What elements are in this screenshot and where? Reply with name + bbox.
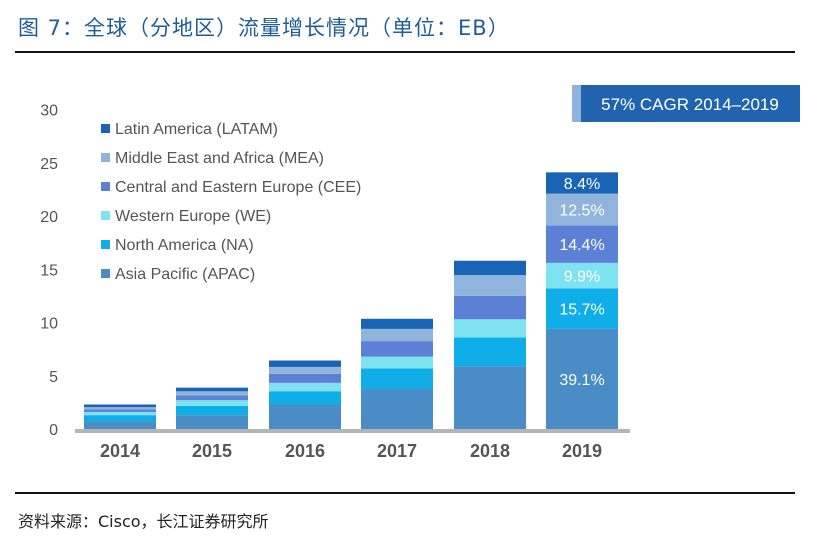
bar-segment bbox=[454, 260, 526, 276]
bar-segment bbox=[546, 262, 618, 289]
data-label: 9.9% bbox=[564, 269, 600, 286]
bar-segment bbox=[176, 405, 248, 416]
bar-segment bbox=[361, 389, 433, 429]
bar-segment bbox=[84, 421, 156, 429]
top-divider bbox=[15, 51, 795, 53]
bottom-divider bbox=[15, 492, 795, 494]
bar-segment bbox=[176, 395, 248, 401]
bar-segment bbox=[84, 407, 156, 410]
bar-segment bbox=[84, 404, 156, 408]
bar-segment bbox=[454, 319, 526, 338]
bar-segment bbox=[546, 328, 618, 429]
legend-swatch bbox=[101, 269, 110, 278]
bar-segment bbox=[546, 172, 618, 194]
bar-segment bbox=[454, 275, 526, 296]
bar-segment bbox=[546, 225, 618, 263]
bar-segment bbox=[361, 318, 433, 329]
legend-label: Central and Eastern Europe (CEE) bbox=[115, 179, 361, 196]
bar-segment bbox=[176, 415, 248, 429]
bar-segment bbox=[269, 373, 341, 383]
bar-segment bbox=[454, 366, 526, 429]
x-tick-label: 2014 bbox=[100, 441, 140, 461]
source-note: 资料来源：Cisco，长江证券研究所 bbox=[18, 512, 269, 531]
bar-segment bbox=[176, 391, 248, 396]
bar-segment bbox=[269, 360, 341, 367]
bar-segment bbox=[84, 415, 156, 422]
bar-segment bbox=[454, 337, 526, 367]
y-tick-label: 10 bbox=[40, 316, 58, 333]
x-tick-label: 2019 bbox=[562, 441, 602, 461]
bar-segment bbox=[361, 356, 433, 369]
legend-swatch bbox=[101, 153, 110, 162]
bar-segment bbox=[84, 411, 156, 416]
bar-segment bbox=[269, 382, 341, 392]
y-tick-label: 5 bbox=[49, 369, 58, 386]
data-label: 39.1% bbox=[559, 372, 604, 389]
bar-segment bbox=[269, 404, 341, 429]
y-tick-label: 30 bbox=[40, 103, 58, 120]
bar-segment bbox=[546, 193, 618, 226]
legend-label: North America (NA) bbox=[115, 237, 254, 254]
bar-segment bbox=[269, 366, 341, 374]
bar-segment bbox=[361, 328, 433, 342]
bar-segment bbox=[361, 368, 433, 390]
y-tick-label: 0 bbox=[49, 422, 58, 439]
bar-segment bbox=[176, 400, 248, 406]
bar-segment bbox=[269, 391, 341, 405]
legend-swatch bbox=[101, 124, 110, 133]
y-tick-label: 20 bbox=[40, 209, 58, 226]
bar-segment bbox=[361, 341, 433, 357]
data-label: 14.4% bbox=[559, 237, 604, 254]
bar-segment bbox=[454, 295, 526, 320]
legend-swatch bbox=[101, 182, 110, 191]
legend-label: Middle East and Africa (MEA) bbox=[115, 150, 324, 167]
annotation-box bbox=[581, 85, 800, 122]
data-label: 12.5% bbox=[559, 203, 604, 220]
data-label: 8.4% bbox=[564, 176, 600, 193]
figure-title: 图 7：全球（分地区）流量增长情况（单位：EB） bbox=[18, 16, 510, 40]
y-tick-label: 15 bbox=[40, 262, 58, 279]
legend-swatch bbox=[101, 240, 110, 249]
data-label: 15.7% bbox=[559, 302, 604, 319]
x-tick-label: 2017 bbox=[377, 441, 417, 461]
bar-segment bbox=[546, 288, 618, 329]
bar-segment bbox=[84, 409, 156, 412]
legend-label: Western Europe (WE) bbox=[115, 208, 271, 225]
legend-label: Latin America (LATAM) bbox=[115, 121, 278, 138]
x-tick-label: 2015 bbox=[192, 441, 232, 461]
legend-swatch bbox=[101, 211, 110, 220]
x-axis-line bbox=[75, 429, 630, 433]
x-tick-label: 2016 bbox=[285, 441, 325, 461]
bar-segment bbox=[176, 387, 248, 392]
x-tick-label: 2018 bbox=[470, 441, 510, 461]
y-tick-label: 25 bbox=[40, 156, 58, 173]
annotation-text: 57% CAGR 2014–2019 bbox=[601, 95, 779, 114]
legend-label: Asia Pacific (APAC) bbox=[115, 266, 255, 283]
